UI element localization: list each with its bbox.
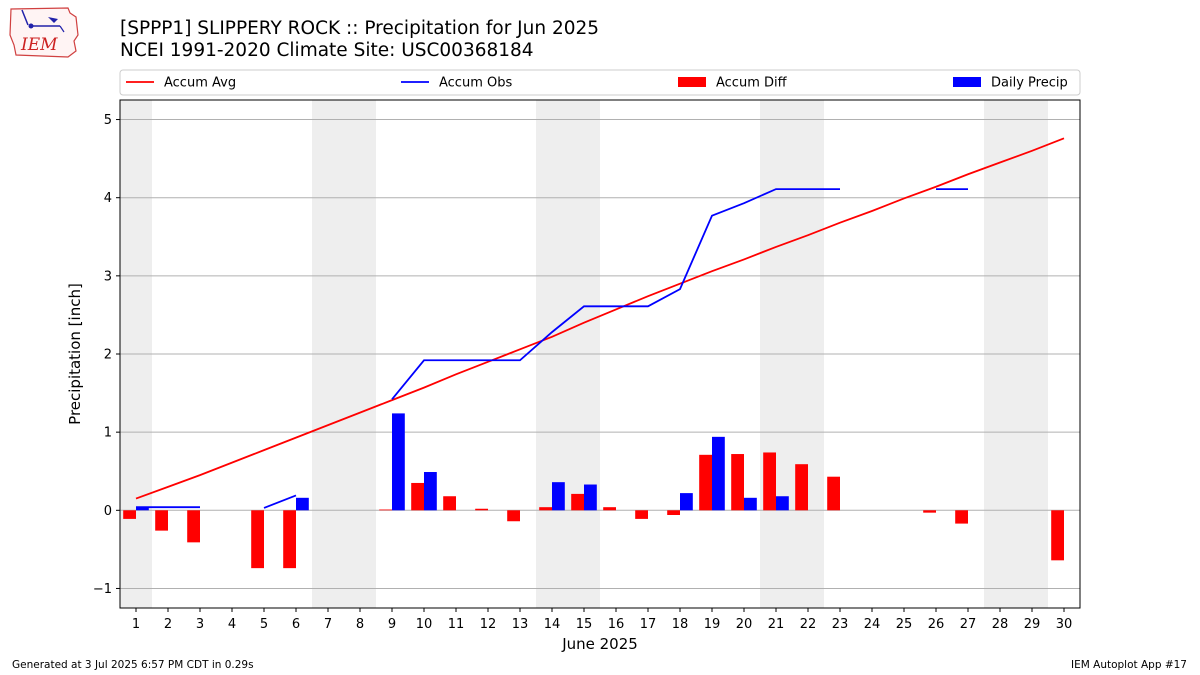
x-tick-label: 19 [704,617,721,632]
x-tick-label: 15 [576,617,593,632]
x-tick-label: 27 [960,617,977,632]
daily-bar-19 [712,436,725,511]
x-tick-label: 1 [132,617,140,632]
legend-label: Accum Obs [439,76,512,91]
legend-label: Daily Precip [991,76,1068,91]
x-tick-label: 23 [832,617,849,632]
daily-bar-14 [552,482,565,511]
diff-bar-10 [411,482,424,511]
legend-label: Accum Diff [716,76,788,91]
daily-bar-10 [424,472,437,511]
x-tick-label: 8 [356,617,364,632]
daily-bar-20 [744,497,757,511]
series-lines [135,137,1065,509]
x-tick-label: 24 [864,617,881,632]
weekend-shading [120,100,1048,608]
diff-bar-15 [571,493,584,511]
daily-bar-15 [584,484,597,511]
daily-bar-18 [680,493,693,511]
diff-bar-20 [731,454,744,511]
accum-avg-line-segment-0 [135,137,1065,500]
daily-bar-9 [392,413,405,511]
diff-bar-5 [251,510,264,569]
x-tick-label: 22 [800,617,817,632]
diff-bar-26 [923,510,936,513]
diff-bar-6 [283,510,296,569]
diff-bar-9 [379,509,392,511]
x-tick-label: 2 [164,617,172,632]
diff-bar-21 [763,452,776,511]
diff-bar-18 [667,510,680,515]
bars [123,413,1064,569]
x-tick-label: 28 [992,617,1009,632]
x-tick-label: 13 [512,617,529,632]
diff-bar-30 [1051,510,1064,561]
accum-obs-line-segment-1 [263,494,297,509]
x-tick-label: 3 [196,617,204,632]
x-tick-label: 4 [228,617,236,632]
x-tick-label: 11 [448,617,465,632]
legend-box [119,69,1081,96]
legend-label: Accum Avg [164,76,236,91]
x-tick-label: 17 [640,617,657,632]
diff-bar-1 [123,510,136,519]
y-tick-label: 5 [104,113,112,128]
diff-bar-13 [507,510,520,522]
x-tick-label: 18 [672,617,689,632]
x-tick-label: 21 [768,617,785,632]
daily-bar-1 [136,507,149,511]
chart-subtitle: NCEI 1991-2020 Climate Site: USC00368184 [120,40,534,61]
footer-generated: Generated at 3 Jul 2025 6:57 PM CDT in 0… [12,659,254,671]
y-tick-label: 3 [104,269,112,284]
y-tick-label: 1 [104,426,112,441]
legend-swatch-patch [953,77,981,87]
logo-text: IEM [20,35,58,55]
x-tick-label: 10 [416,617,433,632]
x-axis-label: June 2025 [561,635,638,653]
x-tick-label: 30 [1056,617,1073,632]
x-tick-label: 12 [480,617,497,632]
legend: Accum Avg Accum Obs Accum Diff Daily Precip [119,69,1081,96]
diff-bar-23 [827,476,840,511]
iem-logo: IEM [9,7,79,58]
diff-bar-3 [187,510,200,543]
diff-bar-22 [795,464,808,511]
y-axis-label: Precipitation [inch] [66,283,84,425]
x-tick-label: 26 [928,617,945,632]
gridlines [120,119,1080,589]
y-tick-label: −1 [93,582,112,597]
chart-title: [SPPP1] SLIPPERY ROCK :: Precipitation f… [120,18,600,39]
diff-bar-12 [475,508,488,511]
x-tick-label: 6 [292,617,300,632]
x-tick-label: 20 [736,617,753,632]
accum-obs-line-segment-2 [391,188,840,400]
diff-bar-27 [955,510,968,524]
daily-bar-21 [776,496,789,511]
diff-bar-2 [155,510,168,531]
diff-bar-14 [539,507,552,511]
x-tick-label: 25 [896,617,913,632]
legend-swatch-patch [678,77,706,87]
footer-app: IEM Autoplot App #17 [1071,659,1187,671]
x-tick-label: 7 [324,617,332,632]
x-tick-label: 9 [388,617,396,632]
diff-bar-11 [443,496,456,511]
daily-bar-6 [296,497,309,511]
y-tick-label: 2 [104,348,112,363]
y-tick-label: 4 [104,191,112,206]
y-tick-label: 0 [104,504,112,519]
diff-bar-17 [635,510,648,519]
x-tick-label: 5 [260,617,268,632]
diff-bar-19 [699,454,712,511]
x-tick-label: 16 [608,617,625,632]
x-tick-label: 14 [544,617,561,632]
x-tick-label: 29 [1024,617,1041,632]
diff-bar-16 [603,507,616,511]
